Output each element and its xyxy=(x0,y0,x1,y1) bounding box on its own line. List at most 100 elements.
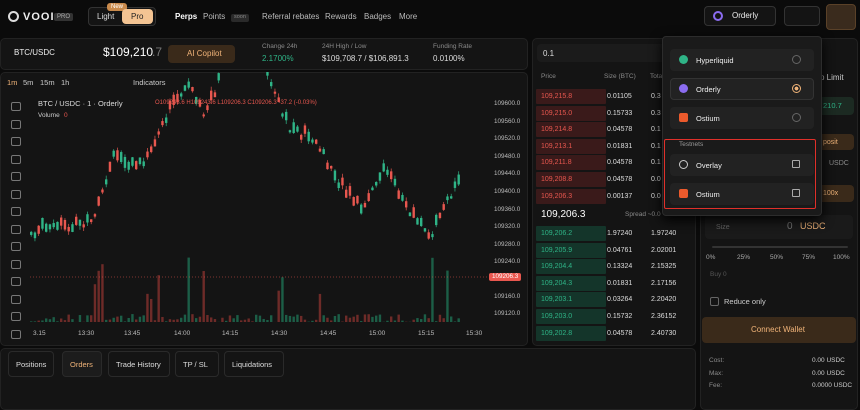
ob-spread: Spread ~0.0 xyxy=(625,211,661,218)
leverage-btn[interactable] xyxy=(818,185,854,202)
radio[interactable] xyxy=(792,55,801,64)
candle-body xyxy=(187,81,190,88)
chart-tool-icon[interactable] xyxy=(11,137,21,146)
connect-wallet[interactable]: Connect Wallet xyxy=(751,325,805,334)
candle-body xyxy=(161,121,164,126)
ob-total: 2.15325 xyxy=(651,263,677,271)
network-name[interactable]: Orderly xyxy=(696,85,721,94)
tab-label[interactable]: Trade History xyxy=(116,360,161,369)
radio[interactable] xyxy=(792,84,801,93)
size-unit[interactable]: USDC xyxy=(800,221,826,231)
copilot[interactable]: AI Copilot xyxy=(187,49,222,58)
nav-item[interactable]: Referral rebates xyxy=(262,12,320,21)
external-link-icon[interactable] xyxy=(792,160,800,168)
exchange-name[interactable]: Orderly xyxy=(732,11,759,20)
chart-tool-icon[interactable] xyxy=(11,329,21,339)
testnets-label: Testnets xyxy=(679,141,704,148)
connect-btn[interactable] xyxy=(702,317,856,343)
volume-bar xyxy=(142,315,145,322)
ob-total: 0.1 xyxy=(651,159,661,167)
ob-total: 2.02001 xyxy=(651,246,677,254)
chart-tool-icon[interactable] xyxy=(11,119,21,129)
reduce-checkbox[interactable] xyxy=(710,297,719,306)
nav-item[interactable]: Badges xyxy=(364,12,392,21)
chart-tool-icon[interactable] xyxy=(11,207,21,216)
copilot-btn[interactable] xyxy=(168,45,235,63)
tab-btn[interactable] xyxy=(62,351,102,377)
chart-tool-icon[interactable] xyxy=(11,172,21,181)
network-name[interactable]: Ostium xyxy=(696,190,720,199)
chart-tool-icon[interactable] xyxy=(11,102,21,111)
candle-body xyxy=(288,130,292,133)
mode-light[interactable]: Light xyxy=(97,12,115,21)
volume-bar xyxy=(168,319,172,322)
account-btn[interactable] xyxy=(826,4,856,30)
interval[interactable]: 1m xyxy=(7,78,18,87)
time-axis-label: 15:15 xyxy=(418,330,435,337)
wallet-btn[interactable] xyxy=(784,6,820,26)
candle-body xyxy=(97,196,100,206)
tab-btn[interactable] xyxy=(224,351,284,377)
interval[interactable]: 15m xyxy=(40,78,55,87)
candle-body xyxy=(371,187,374,191)
chart-tool-icon[interactable] xyxy=(11,242,21,251)
chart-tool-icon[interactable] xyxy=(11,154,21,164)
candle-body xyxy=(363,202,367,208)
nav-item[interactable]: More xyxy=(399,12,418,21)
radio[interactable] xyxy=(792,113,801,122)
volume-bar xyxy=(318,293,322,322)
network-name[interactable]: Hyperliquid xyxy=(696,56,734,65)
candle-body xyxy=(277,97,280,103)
order-type: p Limit xyxy=(820,73,844,82)
interval[interactable]: 1h xyxy=(61,78,70,87)
deposit[interactable]: posit xyxy=(823,139,838,146)
chart-tool-icon[interactable] xyxy=(11,224,21,234)
mode-pro-btn[interactable] xyxy=(122,9,153,24)
nav-item[interactable]: Points xyxy=(203,12,226,21)
candle-body xyxy=(326,162,329,170)
ob-size: 0.00137 xyxy=(607,192,633,200)
tab-label[interactable]: Liquidations xyxy=(232,360,273,369)
network-name[interactable]: Ostium xyxy=(696,114,720,123)
interval[interactable]: 5m xyxy=(23,78,34,87)
network-name[interactable]: Overlay xyxy=(696,161,722,170)
candle-body xyxy=(191,87,194,92)
tab-label[interactable]: Positions xyxy=(16,360,47,369)
leverage[interactable]: 100x xyxy=(823,190,839,197)
network-option[interactable] xyxy=(670,154,814,176)
reduce-only[interactable]: Reduce only xyxy=(724,297,766,306)
tick-value[interactable]: 0.1 xyxy=(543,49,555,58)
network-option[interactable] xyxy=(670,78,814,100)
mode-pro[interactable]: Pro xyxy=(131,12,144,21)
highlight-box xyxy=(664,139,816,209)
network-option[interactable] xyxy=(670,49,814,71)
nav-item[interactable]: Rewards xyxy=(325,12,357,21)
chart-tool-icon[interactable] xyxy=(11,312,21,321)
exchange-btn[interactable] xyxy=(704,6,776,26)
chart-tool-icon[interactable] xyxy=(11,259,21,269)
tab-btn[interactable] xyxy=(108,351,170,377)
tab-label[interactable]: TP / SL xyxy=(183,360,208,369)
tab-btn[interactable] xyxy=(175,351,219,377)
limit-price: 210.7 xyxy=(823,101,842,110)
tab-btn[interactable] xyxy=(8,351,54,377)
volume-bar xyxy=(63,320,67,322)
network-option[interactable] xyxy=(670,183,814,205)
pair-select[interactable]: BTC/USDC xyxy=(14,48,55,57)
deposit-btn[interactable] xyxy=(818,134,854,150)
tab-label[interactable]: Orders xyxy=(70,360,93,369)
external-link-icon[interactable] xyxy=(792,189,800,197)
network-option[interactable] xyxy=(670,107,814,129)
indicators[interactable]: Indicators xyxy=(133,78,166,87)
candle-body xyxy=(71,224,74,232)
candle-body xyxy=(446,196,449,201)
volume-bar xyxy=(112,317,115,322)
ob-price: 109,215.8 xyxy=(541,93,573,100)
nav-item[interactable]: Perps xyxy=(175,12,198,21)
chart-tool-icon[interactable] xyxy=(11,294,21,304)
slider-track xyxy=(712,246,848,248)
ob-price: 109,202.8 xyxy=(541,329,573,337)
chart-tool-icon[interactable] xyxy=(11,277,21,286)
chart-tool-icon[interactable] xyxy=(11,189,21,199)
ob-size: 0.13324 xyxy=(607,263,633,271)
